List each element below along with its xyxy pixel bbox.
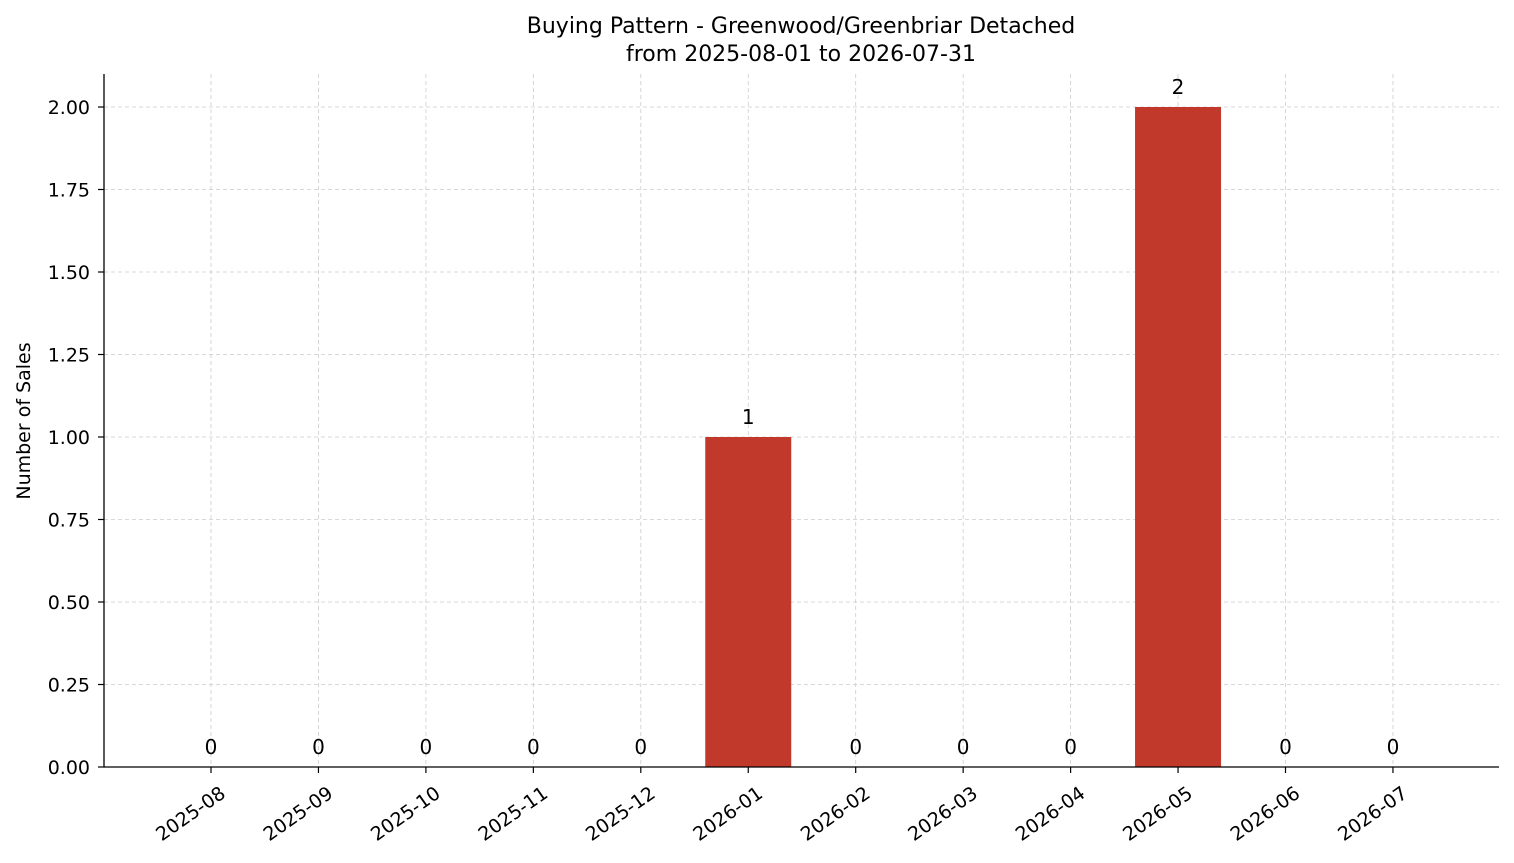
y-tick-label: 1.50 <box>48 262 90 284</box>
bar-data-label: 0 <box>205 735 218 759</box>
bar <box>705 437 792 767</box>
x-tick-label: 2025-11 <box>474 782 552 846</box>
x-tick-label: 2025-09 <box>259 782 337 846</box>
y-tick-label: 0.50 <box>48 592 90 614</box>
y-tick-label: 0.75 <box>48 510 90 532</box>
y-tick-label: 0.00 <box>48 757 90 779</box>
x-tick-label: 2025-08 <box>152 782 230 846</box>
bar-data-label: 0 <box>634 735 647 759</box>
bar-data-label: 0 <box>1064 735 1077 759</box>
y-tick-label: 1.00 <box>48 427 90 449</box>
bar-data-label: 0 <box>849 735 862 759</box>
y-tick-label: 2.00 <box>48 97 90 119</box>
x-axis-ticks: 2025-08 2025-09 2025-10 2025-11 2025-12 2026-… <box>152 767 1412 846</box>
bar-data-label: 0 <box>957 735 970 759</box>
bar-data-label: 2 <box>1172 75 1185 99</box>
x-tick-label: 2026-01 <box>689 782 767 846</box>
x-tick-label: 2026-04 <box>1012 782 1090 846</box>
x-tick-label: 2026-06 <box>1227 782 1305 846</box>
chart-subtitle: from 2025-08-01 to 2026-07-31 <box>626 42 976 67</box>
x-tick-label: 2026-02 <box>797 782 875 846</box>
bar <box>1135 107 1222 767</box>
x-tick-label: 2025-10 <box>367 782 445 846</box>
y-tick-label: 1.25 <box>48 345 90 367</box>
y-axis-label: Number of Sales <box>13 342 35 499</box>
data-labels: 0 0 0 0 0 1 0 0 0 2 0 0 <box>205 75 1400 759</box>
x-tick-label: 2026-03 <box>904 782 982 846</box>
y-tick-label: 0.25 <box>48 675 90 697</box>
bars <box>705 107 1222 767</box>
bar-data-label: 1 <box>742 405 755 429</box>
bar-data-label: 0 <box>420 735 433 759</box>
y-axis-ticks: 0.00 0.25 0.50 0.75 1.00 1.25 1.50 1.75 2.00 <box>48 97 104 779</box>
grid-lines <box>104 74 1499 768</box>
y-tick-label: 1.75 <box>48 180 90 202</box>
x-tick-label: 2025-12 <box>582 782 660 846</box>
bar-data-label: 0 <box>1387 735 1400 759</box>
x-tick-label: 2026-05 <box>1119 782 1197 846</box>
x-tick-label: 2026-07 <box>1334 782 1412 846</box>
chart-title: Buying Pattern - Greenwood/Greenbriar De… <box>527 14 1075 39</box>
bar-data-label: 0 <box>1279 735 1292 759</box>
bar-data-label: 0 <box>527 735 540 759</box>
bar-data-label: 0 <box>312 735 325 759</box>
